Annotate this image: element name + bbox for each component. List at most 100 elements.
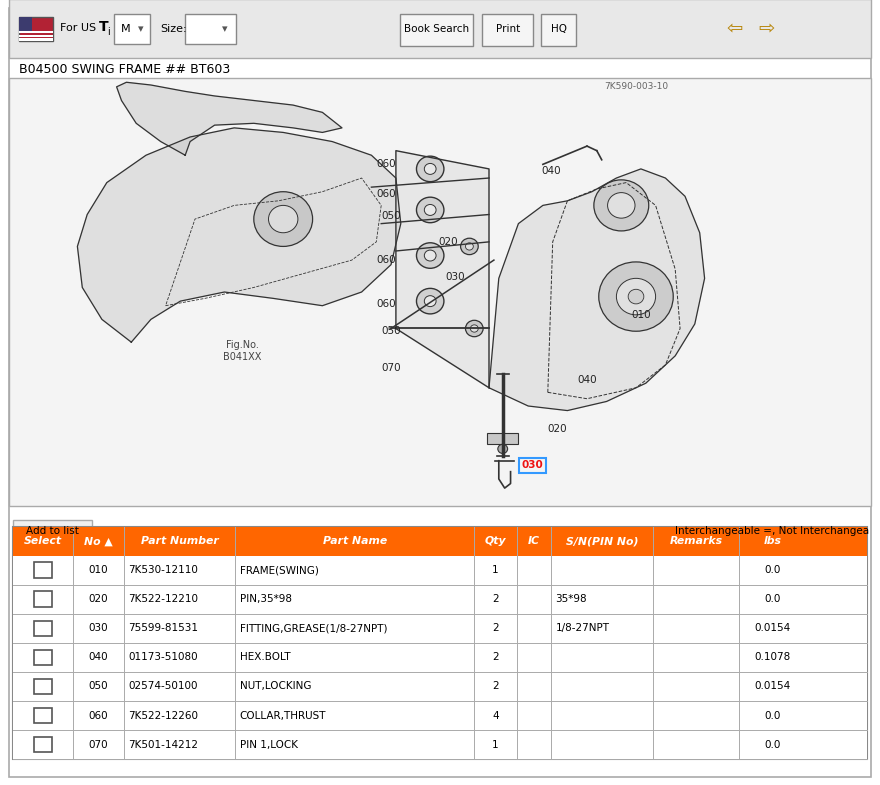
Bar [114, 14, 150, 44]
Circle shape [253, 192, 312, 246]
Text: lbs: lbs [764, 536, 782, 546]
Text: B04500 SWING FRAME ## BT603: B04500 SWING FRAME ## BT603 [19, 63, 231, 75]
Text: 01173-51080: 01173-51080 [128, 652, 198, 663]
Polygon shape [489, 169, 705, 411]
Text: 0.0: 0.0 [765, 710, 781, 721]
Text: 2: 2 [492, 594, 499, 604]
Text: 4: 4 [492, 710, 499, 721]
Text: 7K590-003-10: 7K590-003-10 [604, 82, 668, 91]
Circle shape [416, 156, 444, 181]
Text: S/N(PIN No): S/N(PIN No) [566, 536, 638, 546]
Circle shape [598, 262, 673, 331]
Circle shape [424, 204, 436, 215]
Text: 020: 020 [89, 594, 108, 604]
Circle shape [607, 192, 635, 218]
Text: 7K530-12110: 7K530-12110 [128, 565, 199, 575]
Bar [19, 17, 32, 31]
Bar [19, 31, 53, 33]
Text: 0.0: 0.0 [765, 594, 781, 604]
Text: 1: 1 [492, 739, 499, 750]
Text: 0.1078: 0.1078 [755, 652, 791, 663]
Circle shape [424, 163, 436, 174]
Circle shape [466, 243, 473, 250]
Text: Remarks: Remarks [670, 536, 722, 546]
Circle shape [616, 279, 656, 315]
Text: 060: 060 [377, 255, 396, 265]
Text: 040: 040 [89, 652, 108, 663]
Text: 030: 030 [445, 272, 465, 282]
Text: ⇨: ⇨ [759, 20, 775, 38]
Circle shape [416, 197, 444, 223]
Text: 020: 020 [438, 237, 458, 246]
Text: 0.0154: 0.0154 [755, 681, 791, 692]
Bar [13, 643, 867, 672]
Circle shape [424, 296, 436, 307]
Text: 0.0: 0.0 [765, 565, 781, 575]
Text: PIN 1,LOCK: PIN 1,LOCK [239, 739, 297, 750]
Circle shape [594, 180, 649, 231]
Text: 060: 060 [377, 189, 396, 199]
Text: Print: Print [495, 24, 520, 34]
Text: 060: 060 [377, 159, 396, 170]
Bar [13, 701, 867, 730]
Text: ⇦: ⇦ [726, 20, 743, 38]
Text: 2: 2 [492, 652, 499, 663]
Text: PIN,35*98: PIN,35*98 [239, 594, 291, 604]
Text: 010: 010 [89, 565, 108, 575]
Bar [34, 650, 52, 666]
Circle shape [460, 238, 478, 254]
Text: HEX.BOLT: HEX.BOLT [239, 652, 290, 663]
Text: Select: Select [24, 536, 62, 546]
Text: ▾: ▾ [222, 24, 227, 34]
Bar [13, 672, 867, 701]
Polygon shape [487, 433, 518, 444]
Text: NUT,LOCKING: NUT,LOCKING [239, 681, 311, 692]
Bar [13, 527, 867, 759]
Text: Size:: Size: [160, 24, 187, 34]
Text: 2: 2 [492, 623, 499, 633]
Text: 7K522-12210: 7K522-12210 [128, 594, 199, 604]
Circle shape [416, 288, 444, 314]
Bar [34, 678, 52, 695]
Bar [34, 562, 52, 578]
Text: Interchangeable =, Not Interchangea: Interchangeable =, Not Interchangea [675, 526, 869, 535]
Bar [19, 35, 53, 37]
Circle shape [498, 444, 508, 454]
Polygon shape [396, 151, 489, 388]
Bar [13, 730, 867, 759]
Text: Fig.No.
B041XX: Fig.No. B041XX [223, 341, 261, 362]
Text: For US: For US [60, 24, 96, 33]
Bar [185, 14, 236, 44]
Text: 070: 070 [381, 363, 400, 373]
Bar [13, 527, 867, 556]
Bar [19, 38, 53, 41]
Bar [541, 14, 576, 46]
Text: 050: 050 [381, 327, 400, 336]
Text: No ▲: No ▲ [84, 536, 113, 546]
Circle shape [424, 250, 436, 261]
Text: 050: 050 [381, 211, 400, 221]
Text: 030: 030 [89, 623, 108, 633]
Text: 020: 020 [547, 424, 568, 434]
Bar [19, 17, 53, 41]
Text: 050: 050 [89, 681, 108, 692]
Circle shape [471, 325, 478, 332]
Bar [9, 78, 871, 506]
Text: 1: 1 [492, 565, 499, 575]
Bar [482, 14, 533, 46]
Text: Qty: Qty [485, 536, 506, 546]
Text: 060: 060 [89, 710, 108, 721]
Text: 35*98: 35*98 [555, 594, 587, 604]
Text: Book Search: Book Search [404, 24, 469, 34]
Text: 060: 060 [377, 299, 396, 309]
Text: IC: IC [528, 536, 540, 546]
Text: FITTING,GREASE(1/8-27NPT): FITTING,GREASE(1/8-27NPT) [239, 623, 387, 633]
Text: 010: 010 [631, 310, 650, 319]
Text: COLLAR,THRUST: COLLAR,THRUST [239, 710, 326, 721]
Circle shape [416, 243, 444, 268]
Text: 040: 040 [577, 375, 597, 385]
Text: 7K501-14212: 7K501-14212 [128, 739, 199, 750]
Text: 2: 2 [492, 681, 499, 692]
Bar [13, 520, 92, 542]
Bar [400, 14, 473, 46]
